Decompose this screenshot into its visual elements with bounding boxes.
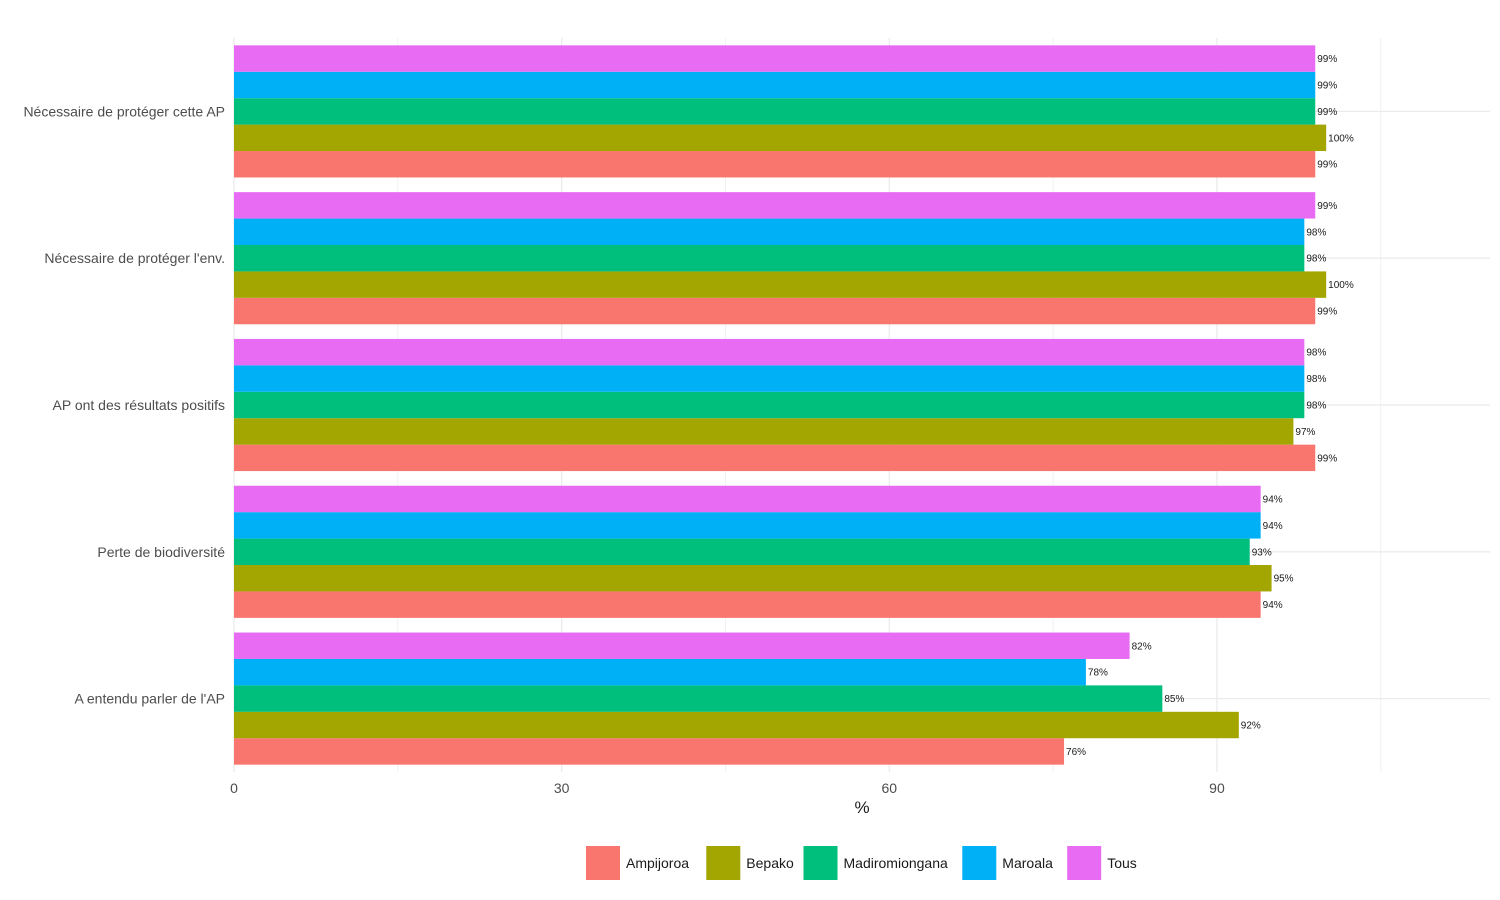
data-label: 76% xyxy=(1066,747,1086,758)
bar xyxy=(234,444,1316,472)
legend-label: Bepako xyxy=(746,855,794,871)
bar xyxy=(234,218,1305,245)
bar xyxy=(234,685,1163,712)
x-tick-label: 30 xyxy=(554,780,570,796)
data-label: 98% xyxy=(1306,374,1326,385)
bar xyxy=(234,124,1327,152)
category-label: A entendu parler de l'AP xyxy=(74,691,225,707)
bar xyxy=(234,418,1294,445)
x-tick-labels: 0 30 60 90 xyxy=(230,780,1225,796)
bar xyxy=(234,365,1305,392)
data-label: 92% xyxy=(1241,721,1261,732)
data-label: 94% xyxy=(1263,600,1283,611)
data-label: 100% xyxy=(1328,280,1354,291)
data-label: 85% xyxy=(1164,694,1184,705)
legend-label: Madiromiongana xyxy=(844,855,948,871)
bar xyxy=(234,512,1261,539)
data-label: 82% xyxy=(1132,641,1152,652)
data-label: 99% xyxy=(1317,107,1337,118)
legend-key xyxy=(586,846,620,880)
data-label: 98% xyxy=(1306,348,1326,359)
bar xyxy=(234,45,1316,72)
bars: 99% 100% 99% 99% 99% 99% 100% 98% 98% 99% 99% 97% 98… xyxy=(234,45,1354,765)
legend-label: Maroala xyxy=(1002,855,1053,871)
data-label: 98% xyxy=(1306,401,1326,412)
bar xyxy=(234,244,1305,272)
data-label: 99% xyxy=(1317,201,1337,212)
data-label: 95% xyxy=(1274,574,1294,585)
legend-key xyxy=(1067,846,1102,880)
bar xyxy=(234,151,1316,178)
data-label: 99% xyxy=(1317,54,1337,65)
bar xyxy=(234,192,1316,219)
bar xyxy=(234,485,1261,513)
legend-key xyxy=(803,846,838,880)
bar xyxy=(234,391,1305,419)
data-label: 78% xyxy=(1088,668,1108,679)
legend: Ampijoroa Bepako Madiromiongana Maroala Tous xyxy=(586,846,1137,880)
x-axis-title: % xyxy=(854,798,869,817)
legend-key xyxy=(706,846,741,880)
bar xyxy=(234,711,1239,739)
data-label: 94% xyxy=(1263,494,1283,505)
bar xyxy=(234,71,1316,99)
data-label: 98% xyxy=(1306,254,1326,265)
data-label: 99% xyxy=(1317,160,1337,171)
bar xyxy=(234,538,1250,566)
bar xyxy=(234,591,1261,618)
bar xyxy=(234,338,1305,366)
data-label: 97% xyxy=(1295,427,1315,438)
x-tick-label: 90 xyxy=(1209,780,1225,796)
category-labels: Nécessaire de protéger cette AP Nécessair… xyxy=(23,103,225,706)
bar xyxy=(234,271,1327,298)
bar xyxy=(234,565,1272,592)
legend-label: Ampijoroa xyxy=(626,855,689,871)
data-label: 98% xyxy=(1306,227,1326,238)
data-label: 99% xyxy=(1317,307,1337,318)
data-label: 94% xyxy=(1263,521,1283,532)
legend-label: Tous xyxy=(1107,855,1137,871)
x-tick-label: 60 xyxy=(882,780,898,796)
data-label: 93% xyxy=(1252,547,1272,558)
bar xyxy=(234,98,1316,125)
category-label: AP ont des résultats positifs xyxy=(53,397,226,413)
category-label: Nécessaire de protéger cette AP xyxy=(23,103,225,119)
bar xyxy=(234,658,1086,686)
data-label: 99% xyxy=(1317,80,1337,91)
bar xyxy=(234,297,1316,325)
data-label: 100% xyxy=(1328,133,1354,144)
x-tick-label: 0 xyxy=(230,780,238,796)
legend-key xyxy=(962,846,997,880)
bar xyxy=(234,738,1065,765)
bar xyxy=(234,632,1130,659)
data-label: 99% xyxy=(1317,453,1337,464)
category-label: Nécessaire de protéger l'env. xyxy=(44,250,225,266)
category-label: Perte de biodiversité xyxy=(97,544,225,560)
